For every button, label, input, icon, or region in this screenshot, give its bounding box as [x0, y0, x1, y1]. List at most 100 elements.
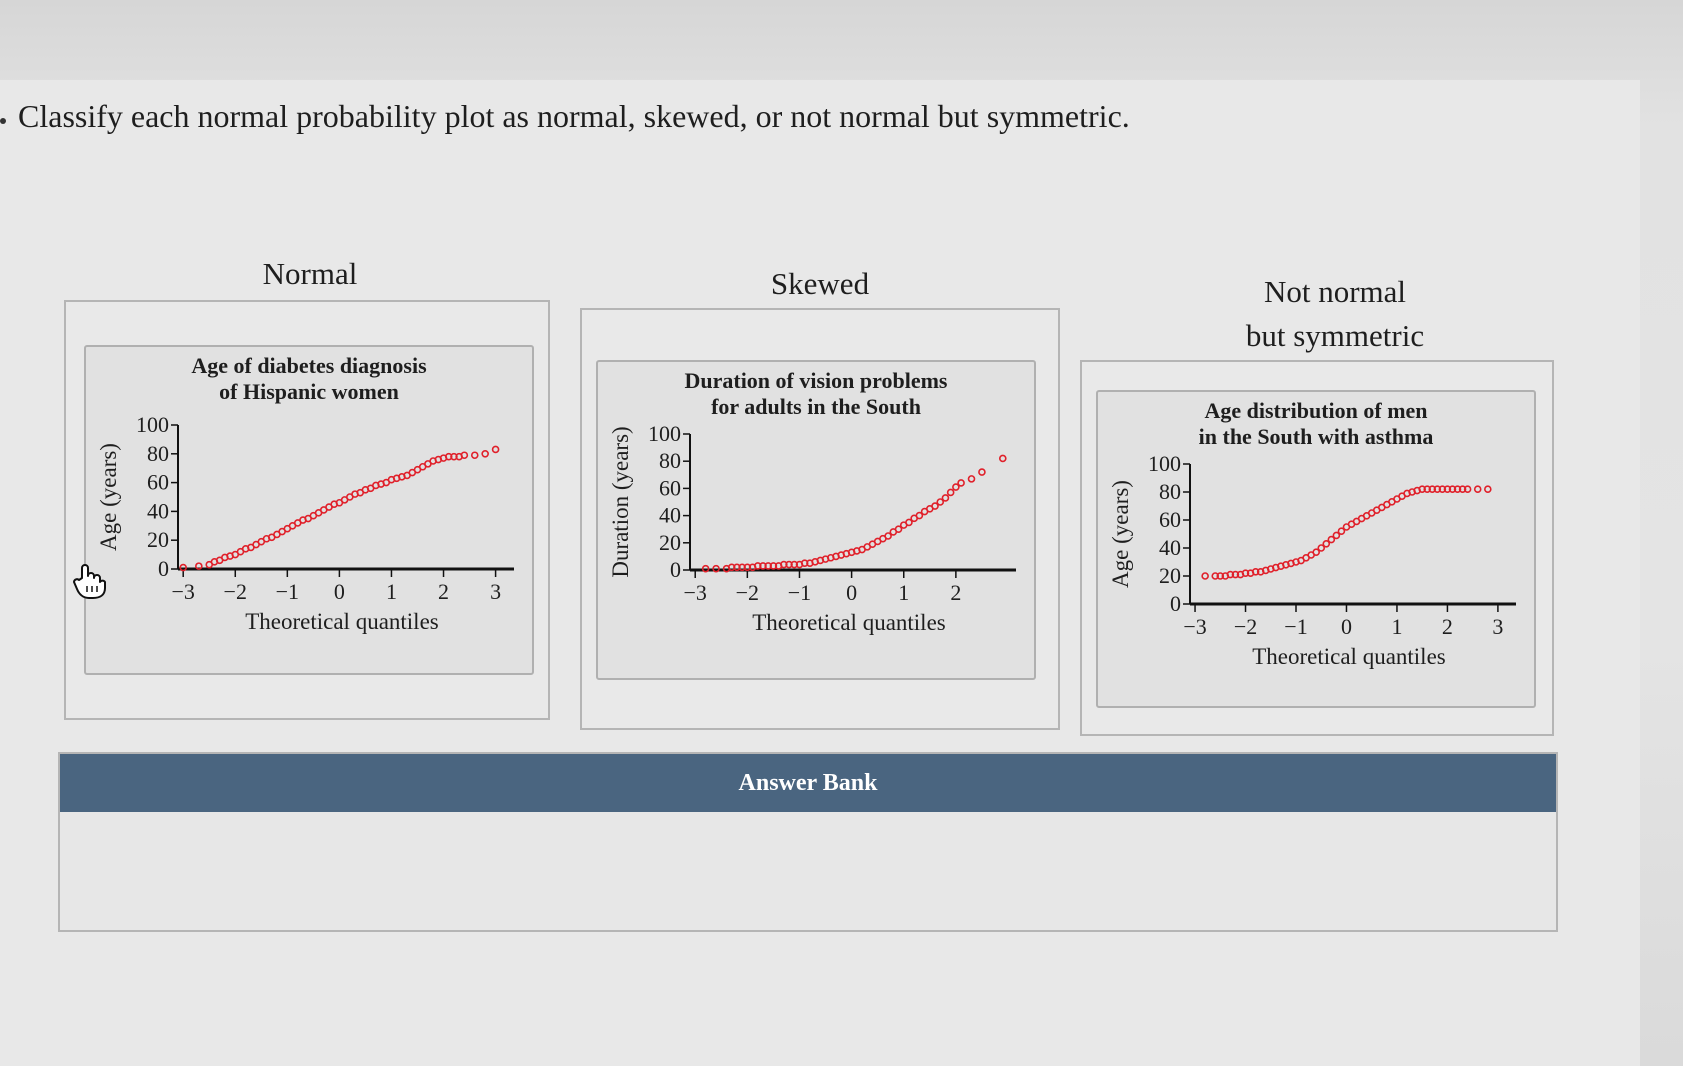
x-axis-label: Theoretical quantiles	[752, 610, 946, 635]
y-axis-label: Age (years)	[1108, 480, 1133, 588]
y-tick-label: 0	[158, 556, 169, 581]
chart-title-line2: of Hispanic women	[219, 379, 399, 404]
y-tick-label: 20	[1159, 563, 1181, 588]
x-tick-label: 0	[334, 579, 345, 604]
data-point	[978, 468, 986, 476]
hand-pointer-icon	[73, 564, 106, 599]
y-tick-label: 80	[1159, 479, 1181, 504]
y-tick-label: 100	[136, 412, 169, 437]
plot-card-diabetes[interactable]: Age of diabetes diagnosis of Hispanic wom…	[84, 345, 534, 675]
data-point	[712, 564, 720, 573]
x-tick-label: −3	[171, 579, 194, 604]
chart-title-line1: Age distribution of men	[1204, 398, 1427, 423]
data-point	[481, 450, 489, 458]
bullet-marker	[0, 118, 6, 124]
x-tick-label: 2	[438, 579, 449, 604]
data-point	[179, 563, 188, 572]
x-tick-label: 2	[950, 580, 961, 605]
y-tick-label: 0	[670, 557, 681, 582]
data-point	[946, 488, 955, 497]
category-label-normal: Normal	[262, 256, 358, 291]
data-point	[957, 479, 965, 487]
data-point	[1317, 544, 1326, 552]
data-point	[1332, 531, 1341, 540]
x-tick-label: 3	[1492, 614, 1503, 639]
data-point	[941, 494, 950, 502]
data-point	[1312, 548, 1320, 556]
y-axis-label: Age (years)	[96, 443, 121, 551]
data-point	[967, 475, 976, 483]
data-point	[1211, 572, 1220, 580]
data-point	[1322, 540, 1331, 548]
x-tick-label: 2	[1442, 614, 1453, 639]
question-text: Classify each normal probability plot as…	[18, 98, 1130, 134]
answer-bank: Answer Bank	[58, 752, 1558, 932]
data-point	[905, 518, 913, 527]
data-point	[470, 451, 479, 460]
data-point	[1428, 485, 1437, 493]
data-point	[1438, 485, 1447, 493]
plot-card-vision[interactable]: Duration of vision problems for adults in…	[596, 360, 1036, 680]
x-axis-label: Theoretical quantiles	[245, 609, 439, 634]
y-tick-label: 60	[147, 470, 169, 495]
category-label-skewed: Skewed	[770, 266, 870, 301]
chart-title-line2: in the South with asthma	[1199, 424, 1434, 449]
data-point	[884, 532, 892, 540]
y-tick-label: 100	[1148, 451, 1181, 476]
x-axis-label: Theoretical quantiles	[1252, 644, 1446, 669]
x-tick-label: 3	[490, 579, 501, 604]
x-tick-label: 1	[898, 580, 909, 605]
x-tick-label: 0	[846, 580, 857, 605]
data-point	[491, 445, 500, 454]
y-tick-label: 60	[1159, 507, 1181, 532]
y-tick-label: 40	[659, 503, 681, 528]
data-point	[936, 498, 945, 506]
data-point	[894, 525, 903, 533]
x-tick-label: −2	[224, 579, 247, 604]
data-point	[1337, 527, 1346, 535]
data-point	[1423, 485, 1432, 493]
x-tick-label: −2	[736, 580, 759, 605]
data-point	[1433, 485, 1442, 493]
x-tick-label: 1	[1391, 614, 1402, 639]
x-tick-label: −1	[788, 580, 811, 605]
data-point	[1251, 568, 1260, 576]
data-point	[195, 562, 203, 570]
x-tick-label: −2	[1234, 614, 1257, 639]
x-tick-label: −3	[1183, 614, 1206, 639]
x-tick-label: 1	[386, 579, 397, 604]
data-point	[998, 454, 1007, 463]
y-axis-label: Duration (years)	[608, 426, 633, 577]
category-label-not-normal-symmetric: Not normal but symmetric	[1200, 270, 1470, 358]
data-point	[915, 511, 924, 520]
data-point	[1216, 572, 1225, 580]
x-tick-label: −3	[684, 580, 707, 605]
answer-bank-header: Answer Bank	[60, 754, 1556, 812]
y-tick-label: 40	[147, 498, 169, 523]
data-point	[1226, 570, 1235, 579]
data-point	[1201, 572, 1209, 580]
data-point	[1241, 569, 1250, 577]
y-tick-label: 20	[659, 530, 681, 555]
data-point	[1484, 485, 1492, 493]
plot-card-asthma[interactable]: Age distribution of men in the South with…	[1096, 390, 1536, 708]
data-point	[952, 483, 960, 491]
y-tick-label: 20	[147, 527, 169, 552]
data-point	[701, 564, 710, 573]
x-tick-label: 0	[1341, 614, 1352, 639]
x-tick-label: −1	[276, 579, 299, 604]
data-point	[1473, 485, 1482, 493]
data-point	[1418, 485, 1426, 493]
category-label-line1: Not normal	[1263, 274, 1407, 309]
chart-title-line1: Age of diabetes diagnosis	[191, 353, 427, 378]
x-tick-label: −1	[1284, 614, 1307, 639]
y-tick-label: 80	[659, 448, 681, 473]
y-tick-label: 40	[1159, 535, 1181, 560]
data-point	[1463, 485, 1472, 493]
y-tick-label: 60	[659, 475, 681, 500]
data-point	[1458, 485, 1467, 493]
data-point	[1453, 485, 1462, 493]
